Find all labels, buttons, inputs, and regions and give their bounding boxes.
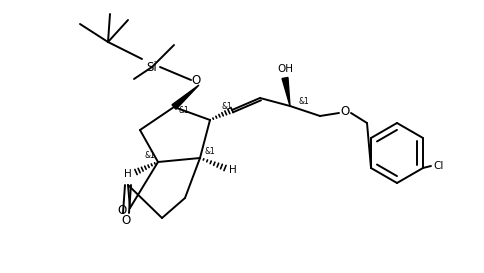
- Text: &1: &1: [204, 147, 215, 156]
- Polygon shape: [172, 85, 198, 109]
- Text: Cl: Cl: [433, 161, 443, 171]
- Text: H: H: [124, 169, 132, 179]
- Polygon shape: [282, 78, 289, 106]
- Text: Si: Si: [146, 61, 157, 73]
- Text: &1: &1: [144, 150, 155, 159]
- Text: H: H: [228, 165, 236, 175]
- Text: &1: &1: [221, 102, 232, 111]
- Text: O: O: [117, 203, 126, 216]
- Text: O: O: [340, 105, 349, 117]
- Text: &1: &1: [178, 105, 189, 114]
- Text: O: O: [121, 215, 130, 227]
- Text: O: O: [191, 73, 200, 87]
- Text: OH: OH: [276, 64, 292, 74]
- Text: &1: &1: [298, 96, 309, 105]
